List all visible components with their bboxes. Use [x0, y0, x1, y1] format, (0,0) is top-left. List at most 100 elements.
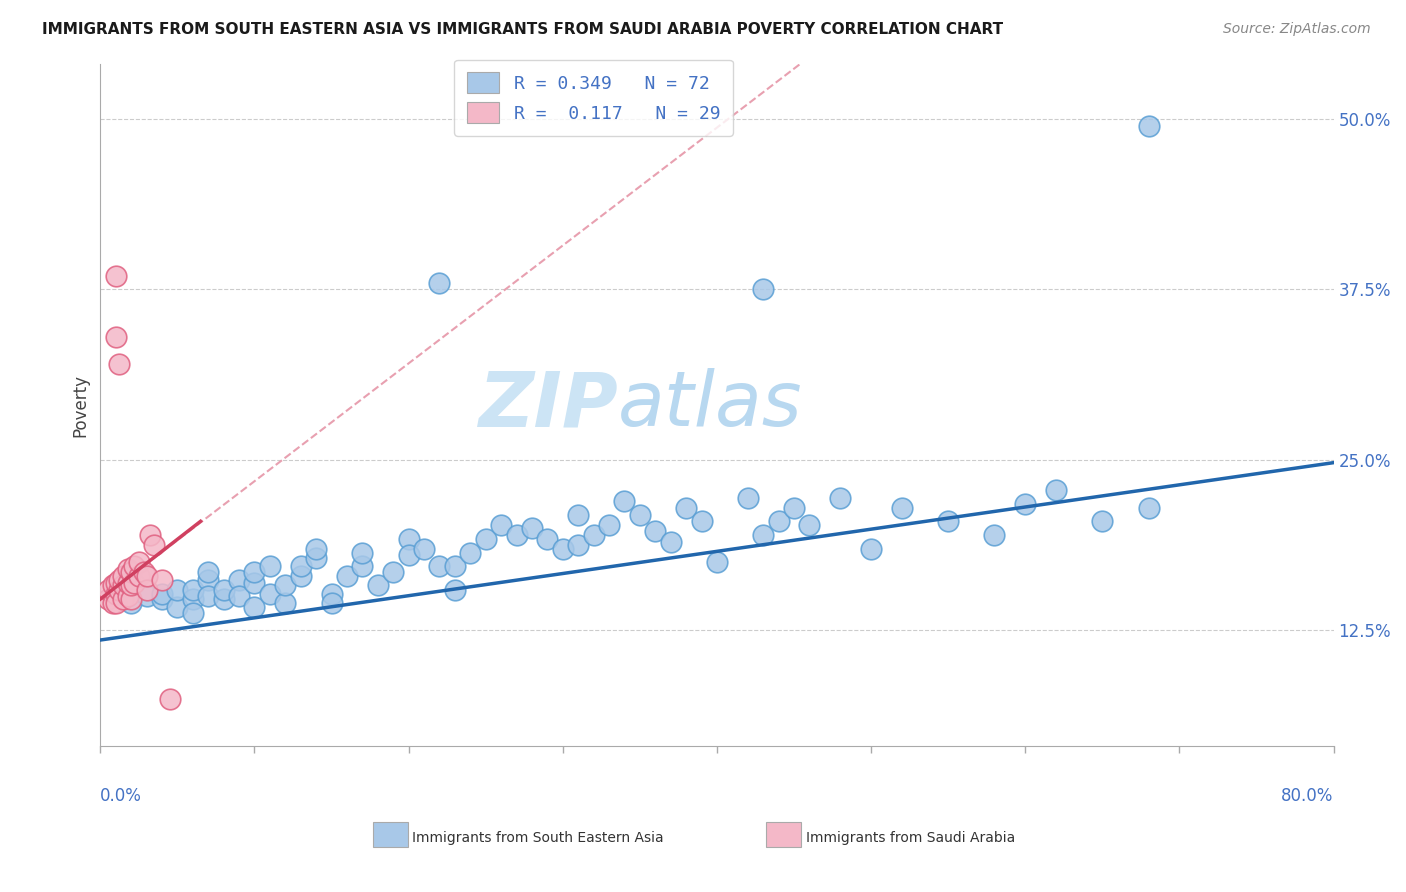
Point: [197, 565, 219, 579]
Point: [352, 559, 374, 574]
Point: [936, 514, 959, 528]
Point: [752, 282, 775, 296]
Point: [336, 569, 359, 583]
Point: [197, 590, 219, 604]
Point: [259, 587, 281, 601]
Legend: R = 0.349   N = 72, R =  0.117   N = 29: R = 0.349 N = 72, R = 0.117 N = 29: [454, 60, 733, 136]
Point: [352, 546, 374, 560]
Point: [108, 582, 131, 597]
Point: [150, 587, 173, 601]
Point: [305, 541, 328, 556]
Point: [128, 569, 150, 583]
Point: [150, 573, 173, 587]
Point: [274, 578, 297, 592]
Point: [117, 562, 139, 576]
Y-axis label: Poverty: Poverty: [72, 374, 89, 437]
Point: [143, 537, 166, 551]
Point: [97, 592, 120, 607]
Text: 0.0%: 0.0%: [100, 788, 142, 805]
Text: 0.0%: 0.0%: [534, 864, 537, 865]
Point: [104, 575, 127, 590]
Point: [752, 528, 775, 542]
Point: [783, 500, 806, 515]
Point: [108, 358, 131, 372]
Point: [112, 569, 135, 583]
Point: [112, 592, 135, 607]
Point: [505, 528, 527, 542]
Point: [120, 578, 142, 592]
Point: [120, 592, 142, 607]
Point: [108, 573, 131, 587]
Point: [690, 514, 713, 528]
Point: [181, 582, 204, 597]
Point: [181, 606, 204, 620]
Text: IMMIGRANTS FROM SOUTH EASTERN ASIA VS IMMIGRANTS FROM SAUDI ARABIA POVERTY CORRE: IMMIGRANTS FROM SOUTH EASTERN ASIA VS IM…: [42, 22, 1004, 37]
Point: [659, 534, 682, 549]
Point: [644, 524, 666, 538]
Point: [382, 565, 405, 579]
Point: [536, 532, 558, 546]
Point: [1137, 119, 1160, 133]
Point: [860, 541, 883, 556]
Point: [159, 691, 181, 706]
Point: [598, 518, 620, 533]
Point: [520, 521, 543, 535]
Point: [551, 541, 574, 556]
Text: ZIP: ZIP: [478, 368, 619, 442]
Point: [138, 528, 160, 542]
Point: [117, 575, 139, 590]
Point: [367, 578, 389, 592]
Point: [243, 600, 266, 615]
Point: [122, 559, 145, 574]
Point: [413, 541, 436, 556]
Point: [429, 276, 451, 290]
Point: [983, 528, 1005, 542]
Point: [1091, 514, 1114, 528]
Point: [212, 582, 235, 597]
Point: [132, 565, 155, 579]
Point: [181, 592, 204, 607]
Point: [444, 582, 467, 597]
Point: [321, 587, 343, 601]
Point: [135, 582, 157, 597]
Point: [768, 514, 790, 528]
Point: [890, 500, 912, 515]
Point: [1045, 483, 1067, 497]
Point: [429, 559, 451, 574]
Point: [104, 330, 127, 344]
Point: [567, 508, 589, 522]
Text: Immigrants from Saudi Arabia: Immigrants from Saudi Arabia: [806, 831, 1015, 846]
Point: [1014, 497, 1036, 511]
Text: 80.0%: 80.0%: [1281, 788, 1333, 805]
Point: [458, 546, 481, 560]
Point: [101, 596, 124, 610]
Point: [613, 494, 636, 508]
Point: [305, 551, 328, 566]
Point: [706, 555, 728, 569]
Point: [150, 592, 173, 607]
Point: [104, 587, 127, 601]
Point: [830, 491, 852, 505]
Point: [212, 592, 235, 607]
Point: [197, 573, 219, 587]
Point: [135, 590, 157, 604]
Point: [321, 596, 343, 610]
Point: [398, 532, 420, 546]
Point: [228, 573, 250, 587]
Point: [259, 559, 281, 574]
Point: [135, 569, 157, 583]
Point: [120, 596, 142, 610]
Point: [120, 565, 142, 579]
Point: [567, 537, 589, 551]
Point: [737, 491, 759, 505]
Point: [274, 596, 297, 610]
Point: [243, 565, 266, 579]
Point: [228, 590, 250, 604]
Point: [104, 596, 127, 610]
Point: [1137, 500, 1160, 515]
Point: [122, 575, 145, 590]
Point: [128, 555, 150, 569]
Text: Source: ZipAtlas.com: Source: ZipAtlas.com: [1223, 22, 1371, 37]
Text: Immigrants from South Eastern Asia: Immigrants from South Eastern Asia: [412, 831, 664, 846]
Point: [398, 549, 420, 563]
